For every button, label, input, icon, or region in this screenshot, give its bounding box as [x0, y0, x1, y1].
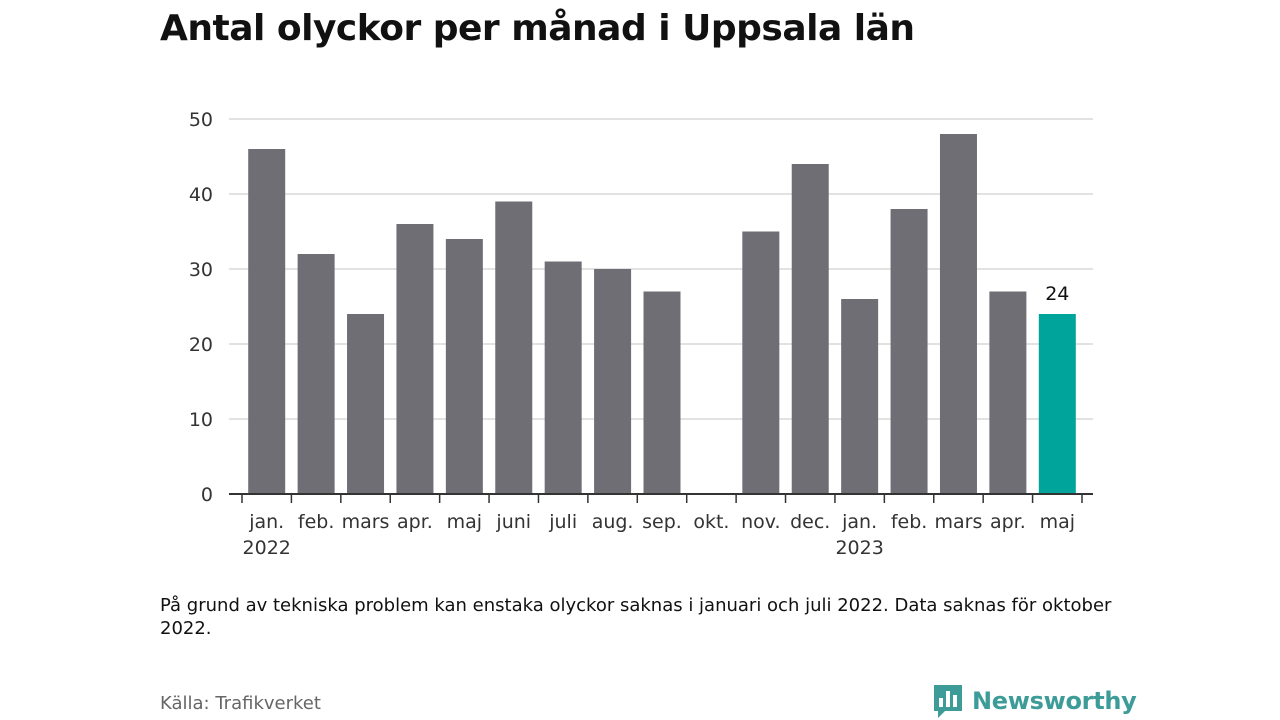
- bar: [495, 201, 533, 494]
- bar: [890, 209, 928, 494]
- x-tick-label: maj: [1040, 511, 1075, 533]
- x-tick-label: feb.: [891, 511, 927, 533]
- x-year-label: 2023: [835, 537, 883, 559]
- bar: [544, 261, 582, 494]
- x-tick-label: aug.: [592, 511, 634, 533]
- x-tick-label: sep.: [642, 511, 682, 533]
- bar: [742, 231, 780, 494]
- x-tick-label: dec.: [790, 511, 830, 533]
- y-tick-label: 0: [201, 484, 213, 506]
- x-tick-label: apr.: [397, 511, 433, 533]
- x-tick-label: jan.: [248, 511, 284, 533]
- y-tick-label: 20: [189, 334, 213, 356]
- x-tick-label: feb.: [298, 511, 334, 533]
- bar: [643, 291, 681, 494]
- chart-note: På grund av tekniska problem kan enstaka…: [160, 595, 1112, 639]
- data-label: 24: [1045, 283, 1069, 305]
- bar: [297, 254, 335, 494]
- bar: [396, 224, 434, 494]
- y-axis-tick-labels: 0 10 20 30 40 50: [189, 109, 213, 506]
- x-tick-label: apr.: [990, 511, 1026, 533]
- x-tick-label: juni: [495, 511, 531, 533]
- y-tick-label: 50: [189, 109, 213, 131]
- source-credit: Källa: Trafikverket: [160, 693, 321, 714]
- bar: [347, 314, 385, 494]
- bar: [248, 149, 286, 494]
- bar: [791, 164, 829, 494]
- x-axis-tick-labels: jan. feb. mars apr. maj juni juli aug. sep. okt. n…: [243, 511, 1075, 559]
- x-tick-label: okt.: [693, 511, 729, 533]
- bar: [989, 291, 1027, 494]
- data-labels: 24: [1045, 283, 1069, 305]
- x-tick-label: mars: [342, 511, 390, 533]
- x-tick-label: nov.: [741, 511, 780, 533]
- bar-highlight: [1038, 314, 1076, 494]
- y-tick-label: 30: [189, 259, 213, 281]
- bar: [841, 299, 879, 494]
- bar: [594, 269, 632, 494]
- x-tick-label: mars: [935, 511, 983, 533]
- x-tick-label: jan.: [841, 511, 877, 533]
- x-tick-label: juli: [548, 511, 577, 533]
- bars: [248, 134, 1076, 494]
- y-tick-label: 40: [189, 184, 213, 206]
- brand-name: Newsworthy: [972, 687, 1137, 715]
- x-year-label: 2022: [243, 537, 291, 559]
- x-tick-label: maj: [447, 511, 482, 533]
- chart-title: Antal olyckor per månad i Uppsala län: [160, 8, 915, 49]
- bar: [445, 239, 483, 494]
- bar: [939, 134, 977, 494]
- x-axis: [229, 493, 1093, 503]
- brand-logo: Newsworthy: [932, 683, 1137, 719]
- y-tick-label: 10: [189, 409, 213, 431]
- bar-chart-logo-icon: [934, 685, 962, 718]
